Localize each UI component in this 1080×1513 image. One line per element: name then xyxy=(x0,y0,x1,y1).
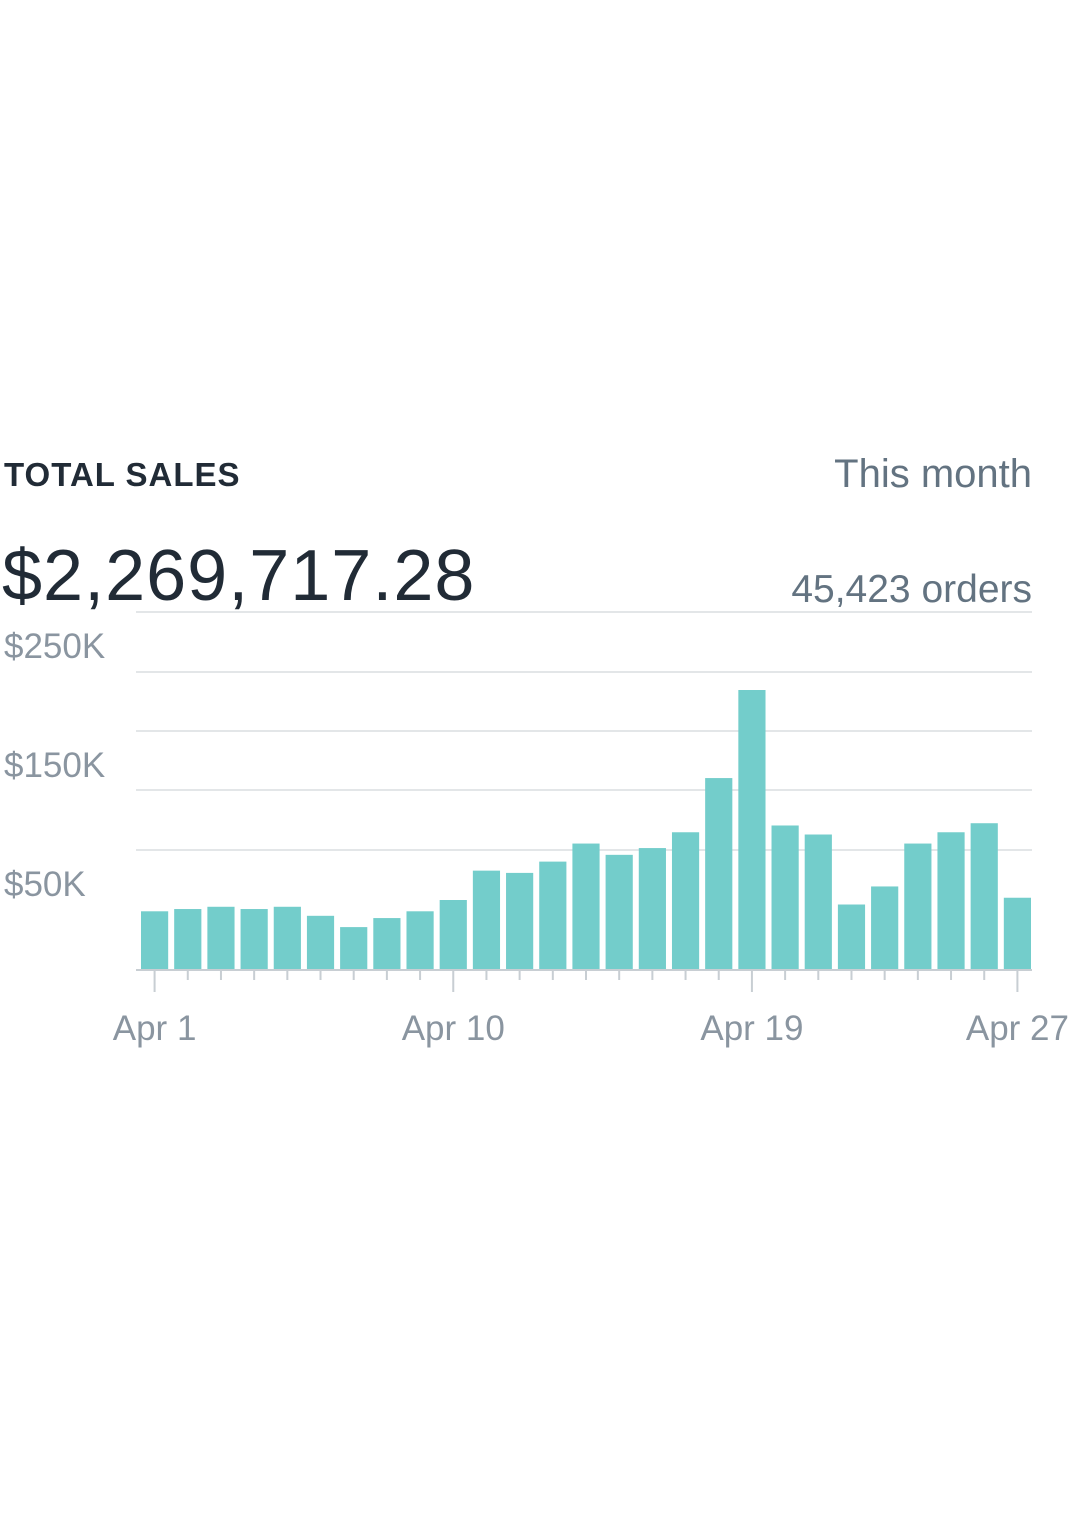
sales-card: TOTAL SALES This month $2,269,717.28 45,… xyxy=(0,440,1080,1080)
bar xyxy=(804,834,832,970)
card-title: TOTAL SALES xyxy=(4,456,241,493)
x-tick-label: Apr 27 xyxy=(966,1009,1069,1048)
period-selector[interactable]: This month xyxy=(834,452,1032,496)
bar xyxy=(970,823,998,970)
bar xyxy=(141,911,169,970)
y-tick-label: $250K xyxy=(4,627,105,666)
bar xyxy=(373,918,401,970)
bar xyxy=(273,906,301,970)
bar xyxy=(439,900,467,970)
bar xyxy=(771,825,799,970)
sales-bar-chart: $50K $150K $250K Apr 1 Apr 10 Apr 19 Apr 27 xyxy=(4,611,1069,1048)
bar xyxy=(207,906,235,970)
bar xyxy=(904,843,932,970)
bar xyxy=(1003,897,1031,970)
bar xyxy=(671,832,700,970)
bar xyxy=(406,911,434,970)
bar xyxy=(340,927,368,970)
bar xyxy=(705,778,733,970)
bar xyxy=(837,904,866,970)
total-sales-value: $2,269,717.28 xyxy=(2,536,476,616)
bar xyxy=(605,854,633,970)
bar xyxy=(174,909,202,970)
orders-count: 45,423 orders xyxy=(791,568,1032,611)
bar xyxy=(539,861,567,970)
bar xyxy=(937,832,965,970)
y-tick-label: $150K xyxy=(4,746,105,785)
bar xyxy=(871,886,899,970)
bar xyxy=(240,909,268,970)
bar xyxy=(472,870,501,970)
y-tick-label: $50K xyxy=(4,865,86,904)
bar xyxy=(506,872,534,970)
bar xyxy=(638,848,666,970)
x-tick-label: Apr 1 xyxy=(113,1009,197,1048)
bar xyxy=(572,843,600,970)
bar xyxy=(738,690,766,970)
bar xyxy=(306,915,335,970)
x-tick-label: Apr 19 xyxy=(700,1009,803,1048)
x-tick-label: Apr 10 xyxy=(402,1009,505,1048)
